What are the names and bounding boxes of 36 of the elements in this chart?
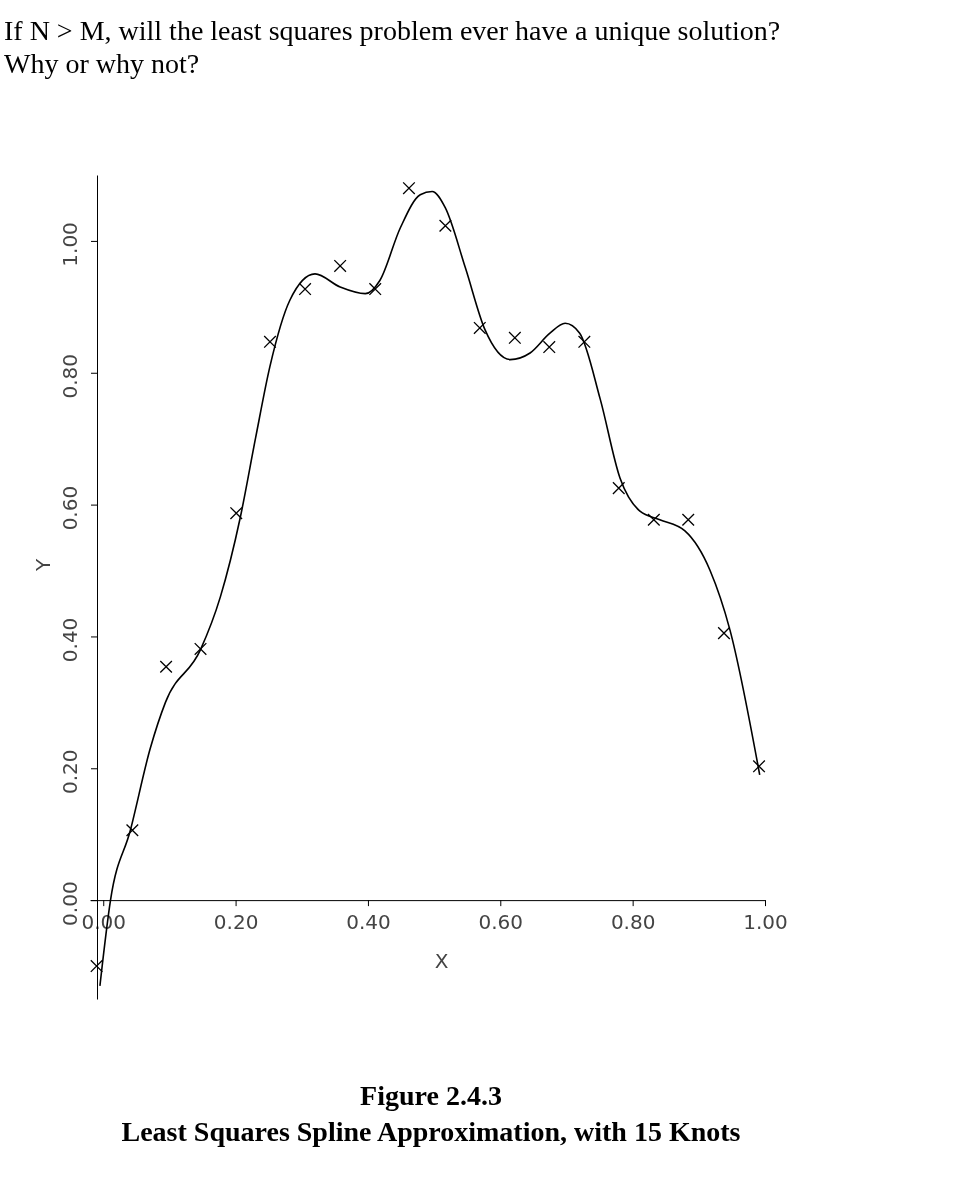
y-tick-label: 0.20 xyxy=(58,749,82,795)
x-tick-label: 0.20 xyxy=(213,910,259,935)
text: Least Squares Spline Approximation, with 15 Knots xyxy=(121,1116,741,1147)
point xyxy=(438,219,452,233)
point xyxy=(229,506,243,520)
x-tick-label: 0.80 xyxy=(610,910,656,935)
y-tick-label: 0.80 xyxy=(58,353,82,399)
point xyxy=(647,513,661,527)
point xyxy=(159,660,173,674)
y-tick-label: 0.60 xyxy=(58,485,82,531)
point xyxy=(368,282,382,296)
point xyxy=(194,642,207,656)
point xyxy=(681,513,695,527)
y-tick-label: 1.00 xyxy=(58,222,82,267)
point xyxy=(542,340,556,354)
y-axis-title: Y xyxy=(31,558,55,573)
point xyxy=(612,481,626,495)
text: If N > M, will the least squares problem ever have a unique solution? xyxy=(4,15,781,46)
x-tick-label: 0.40 xyxy=(346,910,391,935)
x-tick-label: 1.00 xyxy=(743,910,788,935)
point xyxy=(752,759,766,773)
text: Figure 2.4.3 xyxy=(360,1080,502,1111)
point xyxy=(298,282,312,296)
y-tick-label: 0.40 xyxy=(58,617,82,663)
point xyxy=(333,259,347,273)
point xyxy=(263,335,277,349)
point xyxy=(717,626,731,640)
point xyxy=(473,321,487,335)
point xyxy=(577,335,591,349)
text: Why or why not? xyxy=(4,48,200,79)
point xyxy=(125,823,139,837)
point xyxy=(90,959,104,973)
x-tick-label: 0.60 xyxy=(478,910,524,935)
point xyxy=(402,181,416,195)
point xyxy=(508,331,522,345)
x-axis-title: X xyxy=(434,949,449,973)
